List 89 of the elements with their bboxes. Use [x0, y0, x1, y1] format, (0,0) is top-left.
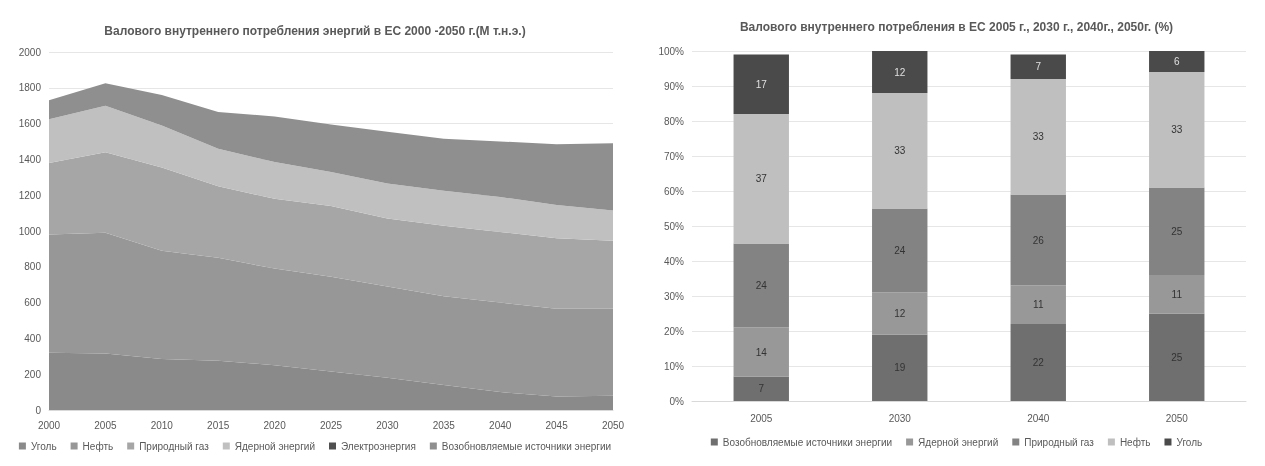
data-label: 37 [755, 173, 768, 185]
x-tick-label: 2030 [888, 412, 912, 424]
bar [1149, 187, 1205, 275]
y-tick-label: 10% [663, 360, 685, 372]
y-tick-label: 200 [24, 368, 42, 380]
legend-label: Нефть [1119, 436, 1151, 448]
y-tick-label: 1200 [18, 189, 42, 201]
data-label: 24 [894, 245, 906, 256]
legend-label: Возобновляемые источники энергии [722, 436, 893, 448]
bar [872, 208, 928, 293]
bar [872, 292, 928, 335]
x-tick-label: 2050 [1165, 412, 1189, 424]
y-tick-label: 400 [24, 332, 42, 344]
x-tick-label: 2045 [545, 419, 569, 431]
legend-label: Ядерной энергий [234, 440, 315, 452]
data-label: 26 [1032, 234, 1045, 246]
y-tick-label: 80% [663, 115, 685, 127]
y-tick-label: 1600 [18, 118, 42, 130]
x-tick-label: 2005 [94, 419, 117, 431]
bar [1149, 51, 1205, 72]
legend-label: Уголь [30, 440, 57, 452]
y-tick-label: 40% [663, 255, 685, 267]
y-tick-label: 90% [663, 80, 685, 92]
data-label: 33 [1032, 131, 1045, 143]
y-tick-label: 0 [35, 404, 42, 416]
legend-label: Возобновляемые источники энергии [441, 440, 612, 452]
bar [1010, 285, 1066, 324]
data-label: 25 [1171, 351, 1183, 363]
data-label: 14 [755, 346, 768, 358]
x-tick-label: 2020 [263, 419, 287, 431]
x-tick-label: 2040 [489, 419, 512, 431]
x-tick-label: 2010 [150, 419, 174, 431]
x-tick-label: 2030 [376, 419, 399, 431]
bar [1149, 72, 1205, 188]
data-label: 17 [755, 78, 768, 90]
bar [872, 334, 928, 401]
chart-title: Валового внутреннего потребления в ЕС 2005 г., 2030 г., 2040г., 2050г. (%) [739, 20, 1174, 34]
legend-label: Природный газ [1024, 436, 1095, 448]
x-tick-label: 2040 [1027, 412, 1050, 424]
legend-label: Нефть [82, 440, 114, 452]
x-tick-label: 2000 [37, 419, 61, 431]
x-tick-label: 2050 [601, 419, 625, 431]
y-tick-label: 0% [669, 395, 685, 407]
data-label: 6 [1173, 56, 1180, 67]
legend-label: Природный газ [139, 440, 210, 452]
x-tick-label: 2015 [207, 419, 230, 431]
bar [872, 93, 928, 209]
bar [733, 327, 789, 377]
bar [1149, 275, 1205, 314]
data-label: 22 [1032, 357, 1045, 368]
data-label: 7 [1035, 61, 1042, 73]
bar [1149, 313, 1205, 401]
x-tick-label: 2025 [319, 419, 343, 431]
y-tick-label: 2000 [18, 46, 42, 58]
legend-label: Электроэнергия [340, 440, 416, 452]
y-tick-label: 800 [24, 261, 42, 273]
x-tick-label: 2035 [432, 419, 456, 431]
data-label: 33 [1171, 124, 1183, 136]
data-label: 12 [894, 308, 906, 319]
bar [1010, 194, 1066, 286]
y-tick-label: 1000 [18, 225, 42, 237]
y-tick-label: 100% [658, 45, 685, 57]
y-tick-label: 20% [663, 325, 685, 337]
bar [1010, 54, 1066, 79]
bar [1010, 324, 1066, 401]
y-tick-label: 1400 [18, 153, 42, 165]
y-tick-label: 30% [663, 290, 685, 302]
data-label: 19 [894, 362, 906, 374]
data-label: 11 [1171, 288, 1183, 300]
x-tick-label: 2005 [750, 412, 773, 424]
bar [733, 54, 789, 114]
data-label: 33 [894, 145, 906, 157]
y-tick-label: 50% [663, 220, 685, 232]
data-label: 12 [894, 66, 906, 78]
y-tick-label: 600 [24, 297, 42, 309]
legend-label: Ядерной энергий [918, 436, 999, 448]
legend-label: Уголь [1176, 436, 1203, 448]
chart-title: Валового внутреннего потребления энергий в ЕС 2000 -2050 г.(М т.н.э.) [104, 24, 526, 38]
y-tick-label: 1800 [18, 82, 42, 94]
bar [1010, 79, 1066, 195]
bar [733, 376, 789, 401]
data-label: 25 [1171, 225, 1183, 237]
data-label: 11 [1033, 299, 1044, 311]
bar [733, 243, 789, 328]
bar [733, 114, 789, 244]
data-label: 24 [755, 280, 768, 291]
y-tick-label: 60% [663, 185, 685, 197]
y-tick-label: 70% [663, 150, 685, 162]
bar [872, 51, 928, 93]
